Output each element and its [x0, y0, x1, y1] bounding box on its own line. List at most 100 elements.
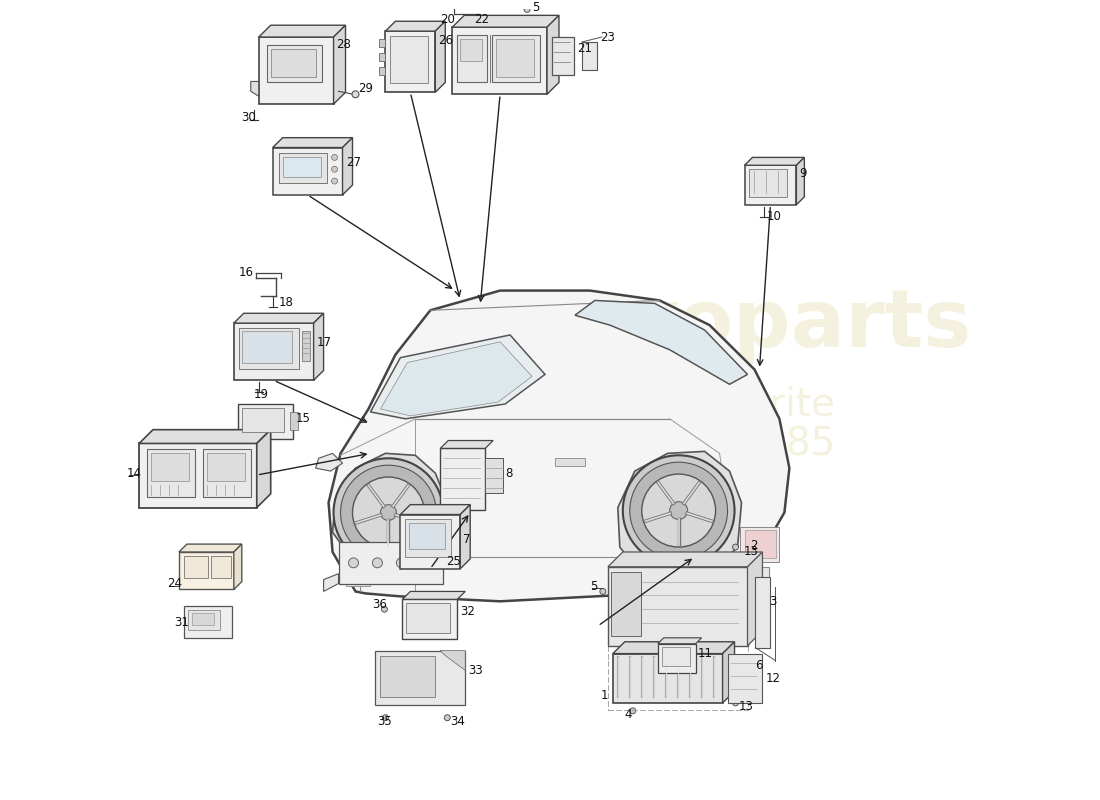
Bar	[375, 650, 465, 705]
Bar	[258, 37, 333, 104]
Bar	[739, 527, 780, 562]
Circle shape	[341, 465, 437, 560]
Polygon shape	[273, 138, 352, 147]
Text: 3: 3	[769, 595, 777, 608]
Bar	[440, 449, 485, 510]
Polygon shape	[256, 430, 271, 508]
Text: 36: 36	[373, 598, 387, 610]
Bar	[381, 655, 436, 697]
Polygon shape	[371, 335, 544, 419]
Circle shape	[382, 606, 387, 612]
Polygon shape	[745, 158, 804, 166]
Bar	[278, 154, 327, 183]
Text: 23: 23	[600, 30, 615, 43]
Bar	[400, 514, 460, 569]
Bar	[379, 39, 385, 47]
Text: 5: 5	[590, 580, 597, 593]
Bar	[184, 606, 232, 638]
Bar	[242, 408, 284, 432]
Text: 27: 27	[346, 156, 362, 169]
Bar	[266, 45, 321, 82]
Text: 14: 14	[128, 466, 142, 479]
Bar	[403, 599, 458, 639]
Text: 7: 7	[463, 533, 471, 546]
Bar	[582, 42, 597, 70]
Bar	[460, 39, 482, 61]
Text: 32: 32	[460, 605, 475, 618]
Polygon shape	[333, 26, 345, 104]
Bar	[345, 574, 371, 586]
Text: 33: 33	[469, 664, 483, 677]
Circle shape	[670, 502, 688, 519]
Circle shape	[331, 166, 338, 172]
Polygon shape	[234, 314, 323, 323]
Bar	[273, 147, 342, 195]
Bar	[184, 556, 208, 578]
Polygon shape	[258, 26, 345, 37]
Circle shape	[381, 505, 396, 521]
Circle shape	[630, 708, 636, 714]
Bar	[283, 158, 320, 177]
Bar	[496, 39, 534, 77]
Bar	[485, 458, 503, 493]
Bar	[756, 577, 770, 648]
Bar	[610, 572, 641, 636]
Text: 20: 20	[440, 13, 455, 26]
Circle shape	[623, 455, 735, 566]
Bar	[234, 323, 313, 380]
Bar	[745, 530, 777, 558]
Bar	[745, 166, 796, 205]
Bar	[552, 37, 574, 74]
Text: 34: 34	[450, 715, 465, 728]
Text: Carrera: Carrera	[700, 565, 732, 574]
Bar	[202, 450, 251, 497]
Polygon shape	[385, 22, 446, 31]
Polygon shape	[323, 574, 339, 591]
Circle shape	[737, 556, 744, 562]
Circle shape	[444, 714, 450, 721]
Polygon shape	[547, 15, 559, 94]
Bar	[207, 454, 245, 481]
Bar	[151, 454, 189, 481]
Polygon shape	[613, 642, 735, 654]
Polygon shape	[316, 454, 342, 471]
Bar	[139, 443, 256, 508]
Text: 18: 18	[278, 296, 294, 309]
Text: 15: 15	[296, 412, 310, 426]
Polygon shape	[658, 638, 702, 644]
Polygon shape	[748, 552, 762, 646]
Polygon shape	[139, 430, 271, 443]
Text: 21: 21	[576, 42, 592, 55]
Bar	[242, 331, 292, 362]
Bar	[289, 412, 298, 430]
Polygon shape	[234, 544, 242, 590]
Circle shape	[733, 544, 738, 550]
Text: 35: 35	[377, 715, 393, 728]
Text: 26: 26	[438, 34, 453, 47]
Circle shape	[420, 558, 430, 568]
Text: 10: 10	[767, 210, 781, 223]
Bar	[556, 458, 585, 466]
Text: 2: 2	[750, 538, 758, 551]
Bar	[690, 566, 769, 585]
Text: since 1985: since 1985	[624, 425, 836, 462]
Bar	[390, 36, 428, 83]
Polygon shape	[403, 591, 465, 599]
Polygon shape	[179, 544, 242, 552]
Bar	[179, 552, 234, 590]
Bar	[238, 404, 293, 438]
Bar	[613, 654, 723, 703]
Bar	[301, 331, 309, 361]
Circle shape	[396, 558, 406, 568]
Circle shape	[331, 178, 338, 184]
Circle shape	[630, 462, 727, 559]
Bar	[749, 170, 788, 197]
Polygon shape	[342, 138, 352, 195]
Circle shape	[641, 474, 716, 547]
Bar	[406, 603, 450, 633]
Polygon shape	[314, 314, 323, 380]
Text: 24: 24	[167, 577, 182, 590]
Polygon shape	[436, 22, 446, 92]
Polygon shape	[608, 552, 762, 566]
Bar	[191, 613, 213, 625]
